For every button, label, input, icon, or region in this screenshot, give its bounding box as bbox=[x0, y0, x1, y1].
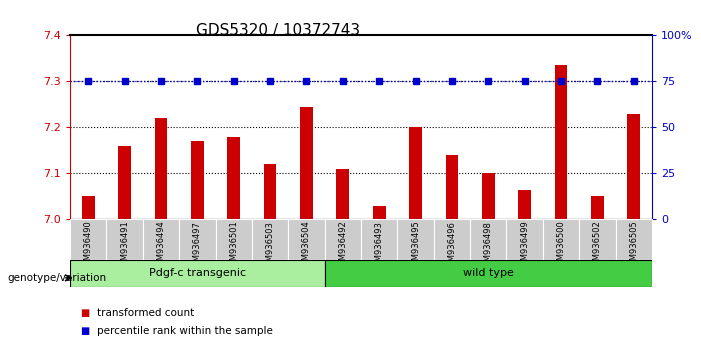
Bar bbox=[107, 219, 143, 260]
Text: wild type: wild type bbox=[463, 268, 514, 279]
Bar bbox=[143, 219, 179, 260]
Bar bbox=[70, 219, 107, 260]
Bar bbox=[518, 190, 531, 219]
Text: genotype/variation: genotype/variation bbox=[7, 273, 106, 283]
Text: GSM936496: GSM936496 bbox=[447, 221, 456, 272]
Bar bbox=[82, 196, 95, 219]
Text: GSM936498: GSM936498 bbox=[484, 221, 493, 272]
Bar bbox=[627, 114, 640, 219]
Text: GSM936495: GSM936495 bbox=[411, 221, 420, 272]
Bar bbox=[300, 107, 313, 219]
Text: GSM936494: GSM936494 bbox=[156, 221, 165, 272]
Text: GSM936492: GSM936492 bbox=[339, 221, 347, 272]
Bar bbox=[554, 65, 567, 219]
Bar bbox=[615, 219, 652, 260]
Bar bbox=[579, 219, 615, 260]
Text: GSM936503: GSM936503 bbox=[266, 221, 275, 272]
Bar bbox=[325, 260, 652, 287]
Bar bbox=[179, 219, 216, 260]
Bar bbox=[470, 219, 506, 260]
Text: percentile rank within the sample: percentile rank within the sample bbox=[97, 326, 273, 336]
Text: transformed count: transformed count bbox=[97, 308, 194, 318]
Bar bbox=[446, 155, 458, 219]
Bar bbox=[409, 127, 422, 219]
Bar bbox=[227, 137, 240, 219]
Text: Pdgf-c transgenic: Pdgf-c transgenic bbox=[149, 268, 246, 279]
Bar bbox=[506, 219, 543, 260]
Text: GSM936493: GSM936493 bbox=[375, 221, 383, 272]
Bar bbox=[264, 164, 276, 219]
Bar bbox=[118, 146, 131, 219]
Bar bbox=[155, 118, 168, 219]
Bar bbox=[336, 169, 349, 219]
Text: GSM936497: GSM936497 bbox=[193, 221, 202, 272]
Text: GSM936502: GSM936502 bbox=[593, 221, 602, 272]
Text: ■: ■ bbox=[81, 308, 90, 318]
Bar bbox=[434, 219, 470, 260]
Bar bbox=[216, 219, 252, 260]
Text: GSM936505: GSM936505 bbox=[629, 221, 638, 272]
Bar bbox=[543, 219, 579, 260]
Bar bbox=[373, 206, 386, 219]
Text: GSM936500: GSM936500 bbox=[557, 221, 566, 272]
Bar bbox=[252, 219, 288, 260]
Text: GDS5320 / 10372743: GDS5320 / 10372743 bbox=[196, 23, 360, 38]
Text: GSM936504: GSM936504 bbox=[302, 221, 311, 272]
Text: GSM936491: GSM936491 bbox=[120, 221, 129, 272]
Text: GSM936499: GSM936499 bbox=[520, 221, 529, 272]
Bar bbox=[397, 219, 434, 260]
Bar bbox=[482, 173, 495, 219]
Bar bbox=[70, 260, 325, 287]
Bar bbox=[191, 141, 204, 219]
Text: GSM936490: GSM936490 bbox=[84, 221, 93, 272]
Text: GSM936501: GSM936501 bbox=[229, 221, 238, 272]
Bar bbox=[591, 196, 604, 219]
Bar bbox=[288, 219, 325, 260]
Text: ■: ■ bbox=[81, 326, 90, 336]
Bar bbox=[325, 219, 361, 260]
Bar bbox=[361, 219, 397, 260]
